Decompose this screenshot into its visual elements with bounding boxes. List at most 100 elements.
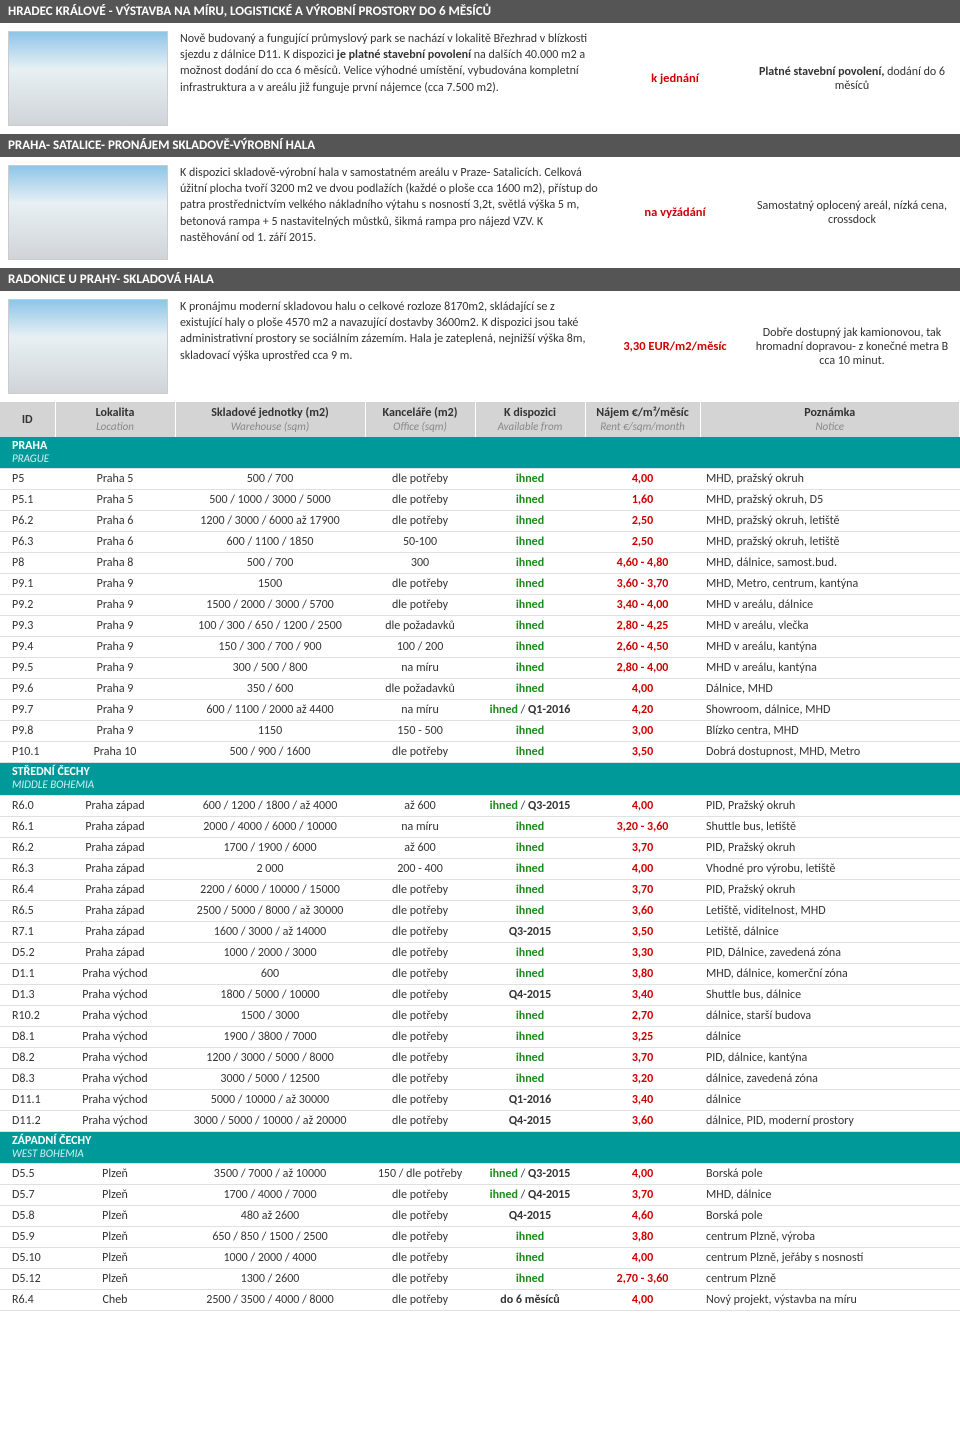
cell-wh: 1700 / 4000 / 7000 <box>175 1184 365 1205</box>
cell-id: P5.1 <box>0 490 55 511</box>
cell-id: D11.1 <box>0 1089 55 1110</box>
cell-wh: 600 <box>175 963 365 984</box>
cell-wh: 500 / 1000 / 3000 / 5000 <box>175 490 365 511</box>
cell-loc: Praha východ <box>55 1068 175 1089</box>
cell-avail: ihned <box>475 858 585 879</box>
feature-desc: K pronájmu moderní skladovou halu o celk… <box>180 299 598 364</box>
cell-avail: ihned <box>475 658 585 679</box>
table-row: D11.2Praha východ3000 / 5000 / 10000 / a… <box>0 1110 960 1131</box>
cell-loc: Praha západ <box>55 837 175 858</box>
cell-loc: Praha západ <box>55 900 175 921</box>
cell-rent: 3,25 <box>585 1026 700 1047</box>
cell-wh: 2 000 <box>175 858 365 879</box>
cell-avail: ihned <box>475 1068 585 1089</box>
cell-wh: 2500 / 5000 / 8000 / až 30000 <box>175 900 365 921</box>
cell-wh: 480 až 2600 <box>175 1205 365 1226</box>
cell-id: D5.10 <box>0 1247 55 1268</box>
cell-loc: Praha 9 <box>55 721 175 742</box>
cell-rent: 3,70 <box>585 879 700 900</box>
feature-block-2: K pronájmu moderní skladovou halu o celk… <box>0 291 960 402</box>
cell-off: dle potřeby <box>365 942 475 963</box>
cell-loc: Praha 9 <box>55 574 175 595</box>
cell-loc: Plzeň <box>55 1163 175 1184</box>
cell-note: Borská pole <box>700 1163 960 1184</box>
cell-loc: Praha 9 <box>55 658 175 679</box>
cell-rent: 2,60 - 4,50 <box>585 637 700 658</box>
cell-wh: 3000 / 5000 / 10000 / až 20000 <box>175 1110 365 1131</box>
cell-wh: 500 / 700 <box>175 469 365 490</box>
cell-id: P9.5 <box>0 658 55 679</box>
cell-avail: Q4-2015 <box>475 984 585 1005</box>
cell-off: dle potřeby <box>365 921 475 942</box>
cell-off: dle potřeby <box>365 1268 475 1289</box>
cell-avail: ihned <box>475 637 585 658</box>
cell-off: dle potřeby <box>365 595 475 616</box>
cell-id: D1.3 <box>0 984 55 1005</box>
cell-avail: ihned <box>475 942 585 963</box>
cell-id: P9.8 <box>0 721 55 742</box>
table-row: R6.3Praha západ2 000200 - 400ihned4,00Vh… <box>0 858 960 879</box>
cell-rent: 3,30 <box>585 942 700 963</box>
cell-rent: 3,60 <box>585 900 700 921</box>
cell-rent: 3,00 <box>585 721 700 742</box>
cell-avail: ihned <box>475 469 585 490</box>
table-row: D5.8Plzeň480 až 2600dle potřebyQ4-20154,… <box>0 1205 960 1226</box>
cell-note: Dobrá dostupnost, MHD, Metro <box>700 742 960 763</box>
cell-avail: ihned <box>475 1226 585 1247</box>
cell-avail: ihned / Q3-2015 <box>475 795 585 816</box>
cell-wh: 100 / 300 / 650 / 1200 / 2500 <box>175 616 365 637</box>
cell-avail: ihned / Q4-2015 <box>475 1184 585 1205</box>
cell-wh: 1000 / 2000 / 3000 <box>175 942 365 963</box>
cell-wh: 2000 / 4000 / 6000 / 10000 <box>175 816 365 837</box>
cell-note: centrum Plzně <box>700 1268 960 1289</box>
cell-id: D8.2 <box>0 1047 55 1068</box>
feature-desc: K dispozici skladově-výrobní hala v samo… <box>180 165 598 246</box>
table-row: D1.1Praha východ600dle potřebyihned3,80M… <box>0 963 960 984</box>
region-header: STŘEDNÍ ČECHYMIDDLE BOHEMIA <box>0 763 960 795</box>
feature-note: Samostatný oplocený areál, nízká cena, c… <box>752 199 952 227</box>
cell-note: Dálnice, MHD <box>700 679 960 700</box>
cell-off: 50-100 <box>365 532 475 553</box>
cell-id: D5.2 <box>0 942 55 963</box>
cell-wh: 2500 / 3500 / 4000 / 8000 <box>175 1289 365 1310</box>
feature-price: 3,30 EUR/m2/měsíc <box>610 339 740 354</box>
cell-loc: Plzeň <box>55 1268 175 1289</box>
cell-avail: ihned / Q3-2015 <box>475 1163 585 1184</box>
cell-wh: 150 / 300 / 700 / 900 <box>175 637 365 658</box>
cell-avail: ihned <box>475 595 585 616</box>
cell-id: R6.0 <box>0 795 55 816</box>
cell-rent: 3,70 <box>585 1047 700 1068</box>
cell-rent: 3,70 <box>585 1184 700 1205</box>
cell-off: dle potřeby <box>365 1005 475 1026</box>
cell-id: P9.2 <box>0 595 55 616</box>
cell-loc: Praha východ <box>55 1005 175 1026</box>
cell-note: MHD, pražský okruh, D5 <box>700 490 960 511</box>
cell-note: PID, Dálnice, zavedená zóna <box>700 942 960 963</box>
cell-id: R6.3 <box>0 858 55 879</box>
cell-loc: Praha 9 <box>55 616 175 637</box>
table-row: R6.4Praha západ2200 / 6000 / 10000 / 150… <box>0 879 960 900</box>
feature-header-0: HRADEC KRÁLOVÉ - VÝSTAVBA NA MÍRU, LOGIS… <box>0 0 960 23</box>
cell-avail: ihned <box>475 1026 585 1047</box>
cell-id: P8 <box>0 553 55 574</box>
cell-id: R6.4 <box>0 879 55 900</box>
table-row: R6.5Praha západ2500 / 5000 / 8000 / až 3… <box>0 900 960 921</box>
cell-note: PID, dálnice, kantýna <box>700 1047 960 1068</box>
cell-off: dle potřeby <box>365 900 475 921</box>
cell-rent: 4,00 <box>585 469 700 490</box>
cell-rent: 2,80 - 4,00 <box>585 658 700 679</box>
cell-wh: 650 / 850 / 1500 / 2500 <box>175 1226 365 1247</box>
cell-loc: Plzeň <box>55 1247 175 1268</box>
cell-note: dálnice <box>700 1089 960 1110</box>
cell-avail: ihned <box>475 837 585 858</box>
cell-loc: Praha západ <box>55 795 175 816</box>
cell-note: Letiště, viditelnost, MHD <box>700 900 960 921</box>
cell-rent: 3,50 <box>585 742 700 763</box>
table-row: P9.8Praha 91150150 - 500ihned3,00Blízko … <box>0 721 960 742</box>
cell-loc: Praha 5 <box>55 490 175 511</box>
col-header: Nájem €/m²/měsícRent €/sqm/month <box>585 402 700 437</box>
feature-block-0: Nově budovaný a fungující průmyslový par… <box>0 23 960 134</box>
cell-avail: ihned <box>475 574 585 595</box>
cell-off: na míru <box>365 658 475 679</box>
feature-image-1 <box>8 165 168 260</box>
